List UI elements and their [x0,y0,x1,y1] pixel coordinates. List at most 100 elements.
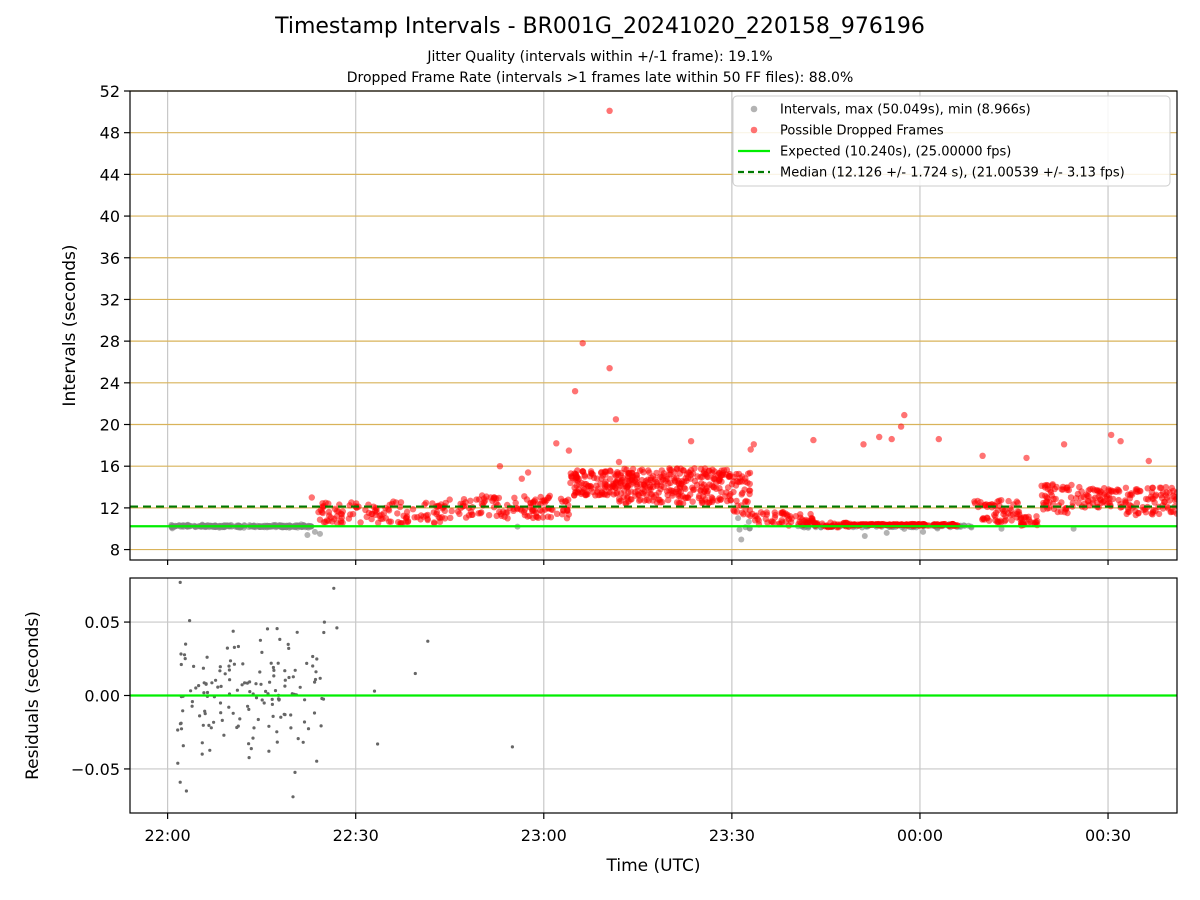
residual-point [302,720,307,724]
dropped-frame-point [1101,485,1108,492]
residual-point [201,723,205,727]
dropped-frame-point [1064,509,1071,517]
residual-point [273,689,278,693]
residual-point [275,730,279,734]
residual-point [259,682,263,686]
residual-point [258,670,262,674]
dropped-frame-point [660,470,668,477]
dropped-frame-point [1171,497,1177,504]
dropped-frame-point [348,499,355,506]
dropped-frame-point [559,507,567,514]
dropped-frame-point [615,458,623,466]
residual-point [275,740,279,744]
dropped-frame-point [876,433,883,441]
dropped-frame-point [368,515,375,523]
dropped-frame-point [1094,488,1101,495]
residual-point [178,780,182,784]
dropped-frame-point [485,512,493,519]
residual-point [216,685,220,689]
residual-point [268,680,272,684]
dropped-frame-point [1106,487,1113,494]
dropped-frame-point [492,495,500,502]
residual-point [287,646,291,651]
dropped-frame-point [1157,484,1165,491]
residual-point [306,727,311,731]
residual-point [319,724,323,728]
dropped-frame-point [571,484,578,491]
dropped-frame-point [612,416,620,423]
chart-title: Timestamp Intervals - BR001G_20241020_22… [275,14,925,39]
dropped-frame-point [723,489,730,496]
residual-point [251,736,255,740]
y-tick-label: 36 [100,249,120,268]
dropped-frame-point [535,514,542,521]
dropped-frame-point [1084,498,1092,505]
dropped-frame-point [1033,513,1040,520]
legend: Intervals, max (50.049s), min (8.966s) Po… [732,95,1171,187]
dropped-frame-point [730,488,737,496]
dropped-frame-point [339,519,346,526]
dropped-frame-point [1126,495,1134,502]
dropped-frame-point [647,491,654,498]
dropped-frame-point [567,470,574,477]
dropped-frame-point [322,499,329,506]
dropped-frame-point [687,438,695,445]
dropped-frame-point [617,472,624,479]
residual-point [283,684,287,688]
dropped-frame-point [588,470,595,477]
dropped-frame-point [521,506,529,513]
residual-point [236,644,240,649]
residual-point [231,629,235,633]
dropped-frame-point [647,476,654,484]
chart-subtitle-jitter: Jitter Quality (intervals within +/-1 fr… [427,49,773,65]
dropped-frame-point [1148,510,1155,517]
residual-point [291,795,295,799]
dropped-frame-point [1125,505,1132,512]
dropped-frame-point [703,490,711,497]
dropped-frame-point [571,492,578,499]
dropped-frame-point [511,494,518,501]
dropped-frame-point [636,497,643,504]
dropped-frame-point [641,497,648,504]
y-axis-label-intervals: Intervals (seconds) [60,244,80,406]
dropped-frame-point [1144,485,1151,492]
dropped-frame-point [524,513,531,520]
residual-point [278,637,282,642]
interval-point [745,518,752,525]
residual-point [227,664,231,668]
dropped-frame-point [690,486,698,493]
residual-point [332,586,336,590]
interval-point [736,526,743,533]
residual-point [271,665,275,670]
dropped-frame-point [1148,489,1156,496]
dropped-frame-point [636,467,644,474]
dropped-frame-point [409,506,417,513]
residual-point [203,709,207,713]
dropped-frame-point [371,507,379,515]
residual-point [318,676,322,680]
dropped-frame-point [645,467,652,474]
dropped-frame-point [935,435,942,443]
residual-point [276,661,280,665]
interval-point [735,515,742,522]
x-tick-label: 00:30 [1085,826,1131,845]
residual-point [267,724,271,728]
residual-point [312,711,317,715]
dropped-frame-point [593,475,601,482]
dropped-frame-point [1083,491,1090,498]
residual-point [202,681,206,685]
dropped-frame-point [571,388,579,395]
y-tick-label: −0.05 [71,760,120,779]
y-tick-label: 28 [100,332,120,351]
dropped-frame-point [431,520,438,527]
dropped-frame-point [615,484,623,491]
legend-entry: Intervals, max (50.049s), min (8.966s) [780,103,1031,118]
residual-point [289,713,293,717]
dropped-frame-point [581,473,588,480]
residual-point [179,662,183,667]
dropped-frame-point [601,491,609,498]
dropped-frame-point [553,510,561,517]
y-tick-label: 40 [100,207,120,226]
residual-point [426,639,430,643]
